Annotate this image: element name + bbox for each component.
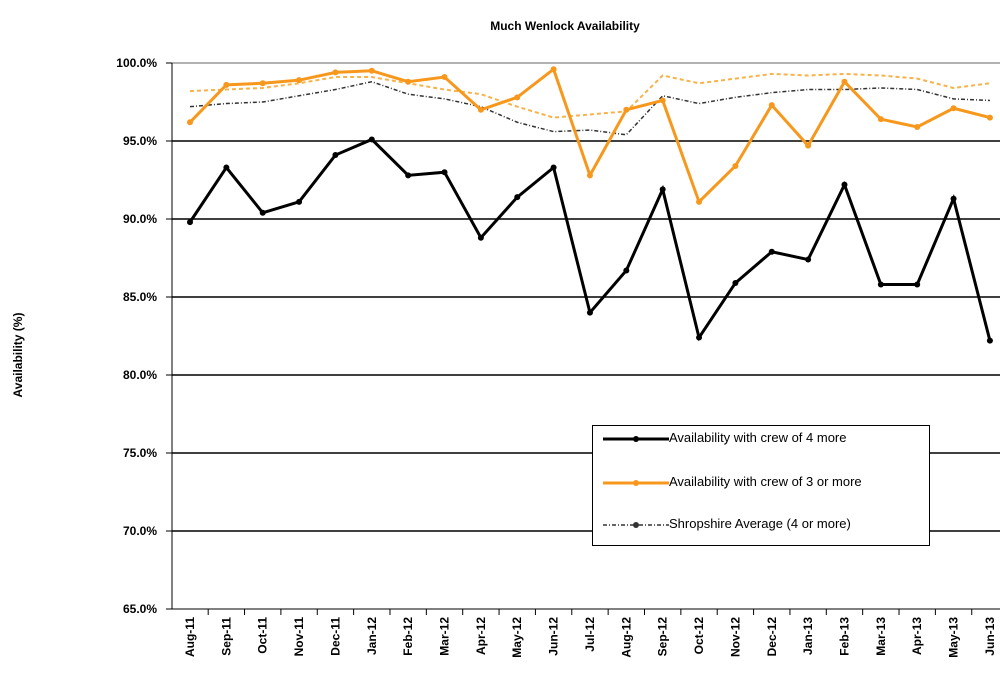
x-tick-label: May-12	[510, 617, 524, 658]
point	[586, 172, 593, 179]
point	[877, 281, 884, 288]
point	[550, 66, 557, 73]
legend-label: Shropshire Average (4 or more)	[669, 516, 851, 531]
legend-marker	[633, 480, 639, 486]
legend-entry: Availability with crew of 3 or more	[593, 474, 909, 492]
point	[259, 209, 266, 216]
y-tick-label: 90.0%	[123, 212, 157, 226]
point	[368, 67, 375, 74]
point	[296, 77, 303, 84]
x-tick-label: Jan-13	[801, 617, 815, 655]
point	[477, 234, 484, 241]
point	[441, 74, 448, 81]
point	[514, 94, 521, 101]
y-tick-label: 95.0%	[123, 134, 157, 148]
legend-label: Availability with crew of 4 more	[669, 430, 847, 445]
x-tick-label: Nov-11	[292, 617, 306, 657]
point	[950, 195, 957, 202]
point	[696, 334, 703, 341]
point	[405, 172, 412, 179]
point	[514, 194, 521, 201]
y-tick-label: 65.0%	[123, 602, 157, 616]
point	[296, 198, 303, 205]
x-tick-label: Jan-12	[365, 617, 379, 655]
point	[259, 80, 266, 87]
legend: Availability with crew of 4 more Availabi…	[592, 425, 930, 546]
point	[986, 114, 993, 121]
x-tick-label: Oct-12	[692, 617, 706, 655]
y-tick-label: 75.0%	[123, 446, 157, 460]
point	[586, 309, 593, 316]
point	[659, 186, 666, 193]
x-tick-label: Jun-12	[547, 617, 561, 656]
point	[623, 267, 630, 274]
x-tick-label: Mar-13	[874, 617, 888, 656]
chart-title: Much Wenlock Availability	[490, 19, 640, 33]
point	[841, 78, 848, 85]
point	[732, 279, 739, 286]
point	[623, 106, 630, 113]
point	[768, 248, 775, 255]
point	[368, 136, 375, 143]
y-tick-label: 100.0%	[116, 56, 157, 70]
x-tick-label: May-13	[947, 617, 961, 658]
x-tick-label: Dec-11	[328, 617, 342, 656]
legend-key	[603, 436, 669, 442]
y-tick-label: 80.0%	[123, 368, 157, 382]
legend-key	[603, 480, 669, 486]
point	[187, 119, 193, 126]
point	[841, 181, 848, 188]
point	[223, 164, 230, 171]
point	[914, 281, 921, 288]
x-tick-label: Aug-12	[619, 617, 633, 658]
x-tick-label: Aug-11	[183, 617, 197, 657]
x-tick-label: Oct-11	[256, 617, 270, 654]
series-line	[189, 80, 990, 136]
x-tick-label: Jun-13	[983, 617, 997, 656]
point	[732, 162, 739, 169]
y-axis-title: Availability (%)	[11, 313, 25, 398]
point	[332, 152, 339, 159]
x-tick-label: Nov-12	[728, 617, 742, 657]
point	[187, 219, 193, 226]
point	[914, 123, 921, 130]
point	[223, 81, 230, 88]
x-tick-label: Feb-13	[837, 617, 851, 656]
point	[768, 102, 775, 109]
point	[950, 105, 957, 112]
x-tick-label: Sep-11	[219, 617, 233, 656]
point	[877, 116, 884, 123]
x-tick-label: Mar-12	[438, 617, 452, 656]
series-line	[189, 72, 991, 119]
point	[659, 97, 666, 104]
legend-entry: Availability with crew of 4 more	[593, 430, 909, 448]
x-tick-label: Dec-12	[765, 617, 779, 657]
point	[805, 142, 812, 149]
legend-marker	[633, 436, 639, 442]
point	[696, 198, 703, 205]
point	[441, 169, 448, 176]
x-tick-label: Sep-12	[656, 617, 670, 657]
point	[405, 78, 412, 85]
legend-marker	[633, 522, 639, 528]
x-tick-label: Jul-12	[583, 617, 597, 652]
legend-label: Availability with crew of 3 or more	[669, 474, 862, 489]
point	[805, 256, 812, 263]
x-tick-label: Feb-12	[401, 617, 415, 656]
y-tick-label: 85.0%	[123, 290, 157, 304]
point	[986, 337, 993, 344]
point	[550, 164, 557, 171]
point	[332, 69, 339, 76]
point	[477, 106, 484, 113]
legend-entry: Shropshire Average (4 or more)	[593, 516, 909, 534]
x-tick-label: Apr-13	[910, 617, 924, 655]
y-tick-label: 70.0%	[123, 524, 157, 538]
legend-key	[603, 522, 669, 528]
x-tick-label: Apr-12	[474, 617, 488, 655]
